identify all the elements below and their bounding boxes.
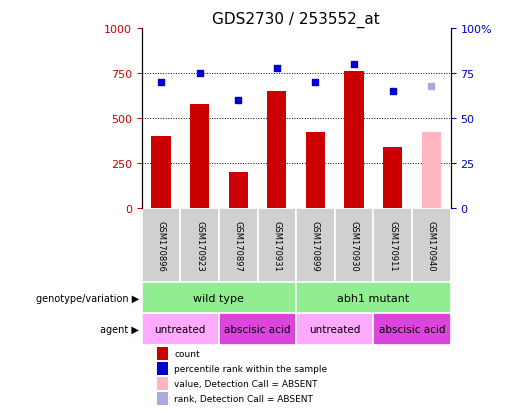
Text: abscisic acid: abscisic acid <box>224 324 291 334</box>
Bar <box>412 209 451 282</box>
Point <box>196 71 204 77</box>
Bar <box>422 133 441 209</box>
Text: wild type: wild type <box>194 293 244 303</box>
Text: count: count <box>174 349 200 358</box>
Bar <box>229 173 248 209</box>
Text: abh1 mutant: abh1 mutant <box>337 293 409 303</box>
Bar <box>296 282 451 313</box>
Point <box>234 97 242 104</box>
Point <box>388 88 397 95</box>
Text: GSM170899: GSM170899 <box>311 220 320 271</box>
Text: abscisic acid: abscisic acid <box>379 324 445 334</box>
Bar <box>142 313 219 345</box>
Bar <box>296 209 335 282</box>
Bar <box>157 347 168 361</box>
Text: GSM170931: GSM170931 <box>272 220 281 271</box>
Text: GSM170930: GSM170930 <box>350 220 358 271</box>
Bar <box>142 209 180 282</box>
Text: genotype/variation ▶: genotype/variation ▶ <box>36 293 139 303</box>
Title: GDS2730 / 253552_at: GDS2730 / 253552_at <box>212 12 380 28</box>
Point <box>273 65 281 72</box>
Text: agent ▶: agent ▶ <box>100 324 139 334</box>
Bar <box>267 92 286 209</box>
Bar <box>345 72 364 209</box>
Bar <box>373 313 451 345</box>
Text: untreated: untreated <box>154 324 206 334</box>
Bar <box>373 209 412 282</box>
Bar <box>157 377 168 390</box>
Bar <box>258 209 296 282</box>
Text: rank, Detection Call = ABSENT: rank, Detection Call = ABSENT <box>174 394 313 403</box>
Text: GSM170940: GSM170940 <box>427 220 436 271</box>
Bar <box>335 209 373 282</box>
Bar <box>190 104 209 209</box>
Text: percentile rank within the sample: percentile rank within the sample <box>174 364 327 373</box>
Bar <box>306 133 325 209</box>
Text: untreated: untreated <box>309 324 360 334</box>
Text: GSM170911: GSM170911 <box>388 220 397 271</box>
Text: GSM170896: GSM170896 <box>157 220 165 271</box>
Bar <box>296 313 373 345</box>
Bar <box>157 362 168 375</box>
Point <box>157 79 165 86</box>
Bar <box>219 209 258 282</box>
Bar <box>180 209 219 282</box>
Text: GSM170897: GSM170897 <box>234 220 243 271</box>
Point <box>311 79 319 86</box>
Text: value, Detection Call = ABSENT: value, Detection Call = ABSENT <box>174 379 318 388</box>
Bar <box>151 137 170 209</box>
Bar <box>142 282 296 313</box>
Bar <box>157 392 168 405</box>
Point <box>350 62 358 68</box>
Bar <box>383 147 402 209</box>
Point <box>427 83 435 90</box>
Bar <box>219 313 296 345</box>
Text: GSM170923: GSM170923 <box>195 220 204 271</box>
